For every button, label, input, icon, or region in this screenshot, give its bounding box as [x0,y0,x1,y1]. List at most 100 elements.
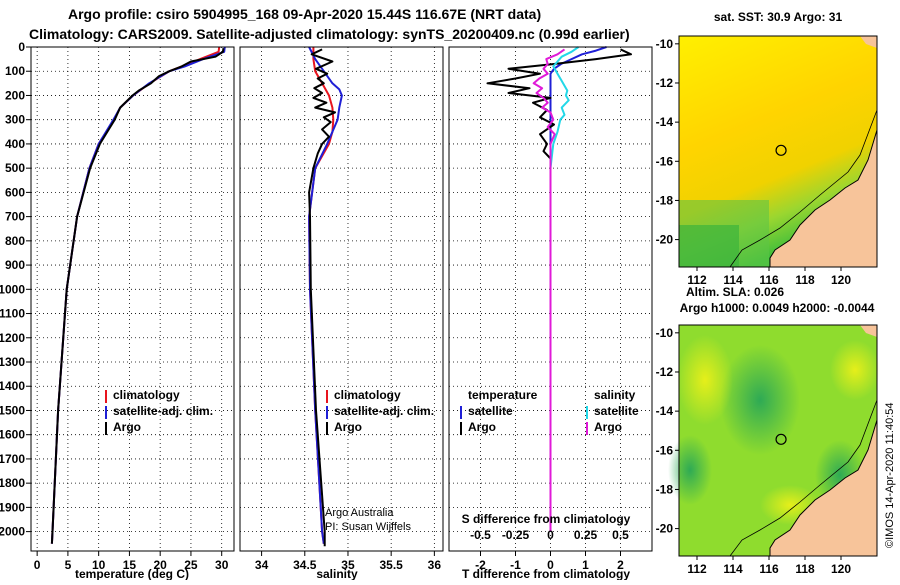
x-tick-label: 34.5 [293,558,317,572]
s-tick-label: 0.5 [612,528,629,542]
y-tick-label: 900 [5,258,25,272]
x-tick-label: 35 [341,558,355,572]
difference-x-label: T difference from climatology [462,567,630,580]
y-tick-label: 500 [5,161,25,175]
series-line-satellite-adj-clim- [308,46,343,544]
map-y-tick-label: -10 [656,37,674,51]
difference-legend: temperature salinity satellite Argo sate… [460,388,639,435]
map-y-tick-label: -16 [656,443,674,457]
sla-low-patch [830,340,880,400]
difference-panel: -0.5 -0.25 0 0.25 0.5 -2 -1 0 1 2 S difference f… [448,46,653,581]
map-x-tick-label: 116 [759,273,779,287]
legend-satclim-label: satellite-adj. clim. [113,404,213,418]
sst-land-north [860,36,877,48]
salinity-panel: 34 34.5 35 35.5 36 salinity climatology sate… [239,46,444,581]
sla-contour [729,399,878,557]
annotation-pi: PI: Susan Wijffels [325,521,411,533]
series-line-argo [308,48,336,547]
sst-map: sat. SST: 30.9 Argo: 31 112 114 116 118 120 -… [656,10,878,287]
sst-land [770,130,877,267]
s-tick-label: -0.5 [470,528,491,542]
map-x-tick-label: 118 [795,562,815,576]
imos-credit: ©IMOS 14-Apr-2020 11:40:54 [884,403,896,548]
temperature-plot-frame [30,46,235,552]
sst-map-title: sat. SST: 30.9 Argo: 31 [714,10,843,24]
legend-salinity-title: salinity [594,388,636,402]
y-tick-label: 0 [18,40,25,54]
y-tick-label: 800 [5,234,25,248]
series-line-t-satellite [549,46,607,532]
y-tick-label: 100 [5,64,25,78]
series-line-s-argo [532,48,566,532]
legend-t-argo-label: Argo [468,420,496,434]
temperature-legend: climatology satellite-adj. clim. Argo [105,388,213,435]
s-tick-label: -0.25 [502,528,530,542]
legend-climatology-label: climatology [334,388,401,402]
title-line-2: Climatology: CARS2009. Satellite-adjuste… [29,26,630,42]
map-y-tick-label: -16 [656,154,674,168]
y-tick-label: 1600 [0,428,25,442]
x-tick-label: 2 [617,558,624,572]
x-tick-label: -2 [475,558,486,572]
sla-coastline [769,419,878,556]
legend-climatology-label: climatology [113,388,180,402]
y-tick-label: 400 [5,137,25,151]
s-tick-label: 0 [547,528,554,542]
x-tick-label: 5 [65,558,72,572]
x-tick-label: -1 [510,558,521,572]
sla-low-patch [677,335,733,425]
sst-contour [729,109,878,268]
sla-high-patch [720,345,800,455]
sla-argo-marker [775,433,787,445]
sla-map: Altim. SLA: 0.026 Argo h1000: 0.0049 h20… [656,285,880,576]
y-tick-label: 1700 [0,452,25,466]
y-tick-label: 1100 [0,307,25,321]
map-y-tick-label: -14 [656,404,674,418]
y-tick-label: 1200 [0,331,25,345]
annotation-argo-australia: Argo Australia [325,507,394,519]
map-x-tick-label: 120 [831,562,851,576]
s-tick-label: 0.25 [574,528,598,542]
y-tick-label: 600 [5,185,25,199]
map-y-tick-label: -12 [656,76,674,90]
map-x-tick-label: 120 [831,273,851,287]
sst-coastline [769,129,878,267]
sst-map-frame [678,35,878,268]
map-y-tick-label: -14 [656,115,674,129]
y-tick-label: 2000 [0,525,25,539]
salinity-legend: climatology satellite-adj. clim. Argo [326,388,434,435]
legend-satclim-label: satellite-adj. clim. [334,404,434,418]
x-tick-label: 1 [582,558,589,572]
y-tick-label: 700 [5,210,25,224]
sla-high-patch [668,435,712,505]
map-y-tick-label: -20 [656,233,674,247]
x-tick-label: 0 [547,558,554,572]
y-tick-label: 1000 [0,282,25,296]
y-tick-label: 1900 [0,500,25,514]
y-tick-label: 1800 [0,476,25,490]
sla-map-title-2: Argo h1000: 0.0049 h2000: -0.0044 [680,301,875,315]
x-tick-label: 36 [428,558,442,572]
map-y-tick-label: -10 [656,326,674,340]
series-line-satellite-adj-clim- [50,46,226,544]
map-x-tick-label: 112 [687,562,707,576]
x-tick-label: 10 [92,558,106,572]
x-tick-label: 35.5 [379,558,403,572]
x-tick-label: 0 [34,558,41,572]
y-tick-label: 1400 [0,379,25,393]
y-tick-label: 1500 [0,403,25,417]
series-line-climatology [50,46,221,544]
sla-land-north [860,325,877,337]
sla-map-frame [678,324,878,557]
x-tick-label: 15 [123,558,137,572]
x-tick-label: 34 [255,558,269,572]
x-tick-label: 20 [154,558,168,572]
x-tick-label: 30 [215,558,229,572]
series-line-s-satellite [549,46,580,532]
legend-argo-label: Argo [113,420,141,434]
map-y-tick-label: -12 [656,365,674,379]
map-y-tick-label: -18 [656,482,674,496]
legend-s-satellite-label: satellite [594,404,639,418]
map-y-tick-label: -18 [656,193,674,207]
y-tick-label: 300 [5,113,25,127]
